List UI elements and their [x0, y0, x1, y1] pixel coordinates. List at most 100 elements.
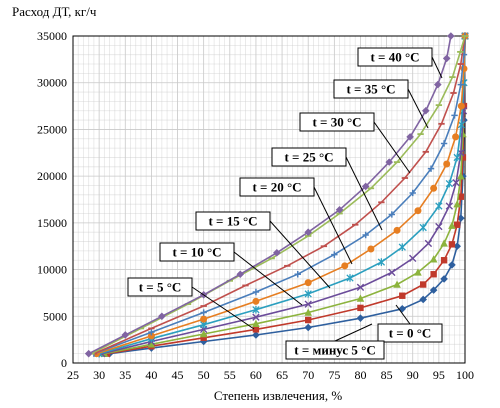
x-tick-label: 70 — [302, 368, 314, 382]
series-line — [93, 35, 466, 355]
data-point — [445, 179, 453, 188]
data-point — [158, 312, 166, 321]
data-point — [457, 214, 465, 222]
data-point — [440, 140, 448, 147]
curve-label: t = 10 °C — [159, 242, 303, 306]
data-point — [435, 222, 443, 231]
data-point — [252, 288, 260, 296]
leader-line — [395, 304, 411, 325]
label-box — [357, 47, 433, 67]
label-text: t = 15 °C — [208, 214, 257, 229]
data-point — [445, 202, 454, 210]
data-point — [419, 223, 427, 232]
data-point — [252, 297, 260, 305]
data-point — [399, 292, 406, 299]
data-point — [304, 228, 312, 236]
data-point — [252, 326, 260, 333]
data-point — [331, 251, 338, 258]
data-point — [252, 305, 260, 314]
data-point — [361, 182, 370, 191]
label-box — [239, 177, 315, 197]
label-text: t = 40 °C — [370, 50, 419, 65]
data-point — [422, 106, 430, 115]
label-text: t = 30 °C — [312, 115, 361, 130]
data-point — [252, 331, 260, 339]
data-point — [448, 221, 456, 229]
y-tick-label: 30000 — [37, 76, 67, 90]
data-point — [377, 258, 386, 266]
data-point — [448, 261, 456, 269]
data-point — [419, 295, 427, 304]
data-point — [393, 280, 401, 288]
data-point — [388, 268, 396, 277]
label-box — [377, 323, 443, 343]
data-point — [453, 200, 461, 208]
curve-label: t = 35 °C — [333, 79, 429, 129]
data-point — [440, 275, 448, 283]
data-point — [236, 270, 245, 279]
label-box — [159, 242, 235, 262]
label-box — [195, 211, 271, 231]
data-point — [304, 290, 312, 298]
data-point — [440, 239, 448, 247]
label-box — [333, 79, 409, 99]
data-point — [406, 133, 414, 141]
data-point — [414, 207, 422, 215]
series-8 — [90, 35, 469, 355]
y-tick-label: 20000 — [37, 169, 67, 183]
data-point — [453, 221, 461, 228]
label-text: t = 20 °C — [252, 180, 301, 195]
data-point — [304, 323, 312, 332]
data-point — [429, 286, 438, 294]
data-point — [452, 178, 460, 187]
label-box — [271, 147, 347, 167]
data-point — [304, 300, 312, 308]
curve-label: t = минус 5 °C — [285, 323, 385, 360]
data-point — [335, 205, 344, 214]
curve-label: t = 5 °C — [127, 277, 255, 330]
data-point — [200, 309, 207, 316]
label-box — [127, 277, 193, 297]
x-tick-label: 80 — [354, 368, 366, 382]
leader-line — [334, 323, 373, 342]
x-tick-label: 30 — [93, 368, 105, 382]
data-point — [427, 165, 435, 172]
leader-line — [313, 186, 353, 265]
y-tick-label: 25000 — [37, 122, 67, 136]
data-point — [346, 274, 354, 282]
x-tick-label: 25 — [67, 368, 79, 382]
data-point — [273, 248, 281, 257]
data-point — [305, 316, 312, 324]
curve-label: t = 0 °C — [377, 304, 443, 343]
x-axis-title: Степень извлечения, % — [214, 388, 343, 403]
data-point — [442, 54, 451, 63]
data-point — [424, 239, 433, 248]
y-tick-label: 0 — [61, 356, 67, 370]
x-tick-label: 50 — [198, 368, 210, 382]
data-point — [443, 160, 451, 168]
tick-labels: 25 30 35 40 45 50 55 60 65 70 75 80 85 90 95 100 0 5000 10… — [37, 29, 474, 382]
leader-line — [407, 88, 429, 129]
data-point — [388, 211, 396, 218]
data-point — [457, 172, 465, 180]
label-text: t = 10 °C — [172, 245, 221, 260]
data-point — [430, 271, 437, 278]
x-tick-label: 85 — [381, 368, 393, 382]
data-point — [448, 241, 456, 248]
label-box — [299, 112, 375, 132]
y-tick-label: 10000 — [37, 263, 67, 277]
data-point — [440, 257, 448, 264]
x-tick-label: 55 — [224, 368, 236, 382]
x-tick-label: 65 — [276, 368, 288, 382]
data-point — [398, 305, 407, 313]
leader-line — [269, 220, 331, 289]
curve-label: t = 25 °C — [271, 147, 383, 231]
data-point — [84, 349, 93, 358]
data-point — [385, 158, 394, 166]
data-point — [199, 330, 208, 338]
series-10 — [84, 32, 455, 358]
x-tick-label: 35 — [119, 368, 131, 382]
data-point — [457, 102, 465, 110]
data-point — [121, 331, 130, 339]
data-point — [453, 242, 461, 251]
